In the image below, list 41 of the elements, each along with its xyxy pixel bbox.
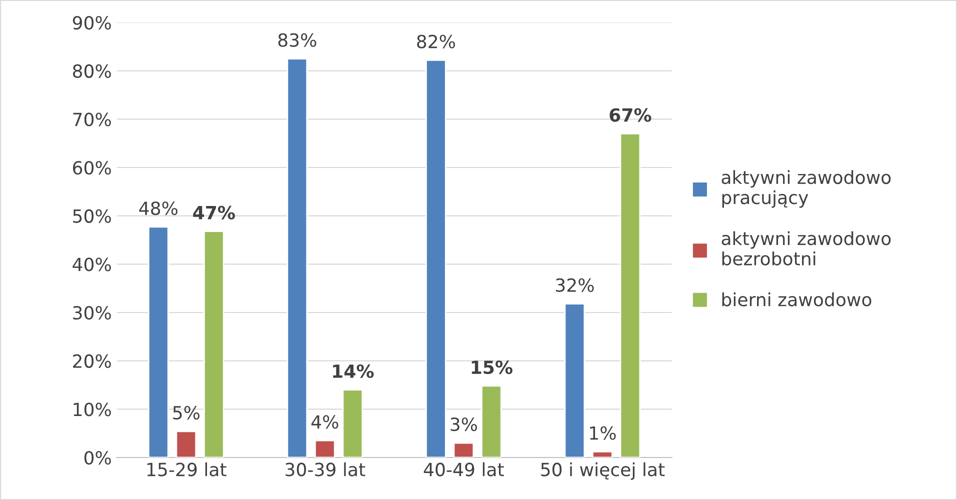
y-tick-label: 80% bbox=[72, 64, 111, 78]
y-tick-label: 10% bbox=[74, 402, 111, 416]
legend-label: aktywni zawodowo bezrobotni bbox=[722, 231, 891, 266]
data-label: 5% bbox=[173, 406, 200, 420]
y-tick-label: 60% bbox=[73, 160, 111, 175]
data-label: 4% bbox=[311, 415, 338, 429]
data-label: 3% bbox=[450, 418, 477, 432]
bar bbox=[314, 440, 336, 458]
legend-label: bierni zawodowo bbox=[722, 292, 872, 306]
y-tick-label: 30% bbox=[73, 306, 111, 320]
bar bbox=[564, 303, 586, 458]
data-label: 14% bbox=[333, 364, 374, 378]
bar bbox=[620, 132, 641, 458]
bar bbox=[286, 58, 308, 458]
y-tick-label: 20% bbox=[73, 354, 111, 368]
bar bbox=[148, 226, 169, 458]
bar bbox=[203, 230, 224, 458]
x-tick-label: 40-49 lat bbox=[424, 462, 504, 476]
y-tick-label: 50% bbox=[73, 209, 111, 223]
x-tick-label: 15-29 lat bbox=[147, 462, 226, 476]
data-label: 82% bbox=[417, 34, 455, 48]
data-label: 1% bbox=[590, 426, 616, 440]
data-label: 15% bbox=[472, 360, 512, 374]
data-label: 47% bbox=[193, 206, 235, 220]
data-label: 48% bbox=[139, 201, 178, 216]
bar bbox=[342, 389, 364, 458]
x-tick-label: 50 i więcej lat bbox=[541, 462, 665, 480]
bar bbox=[592, 451, 613, 458]
y-tick-label: 0% bbox=[84, 450, 111, 465]
legend-label: aktywni zawodowo pracujący bbox=[722, 170, 891, 208]
y-tick-label: 40% bbox=[72, 258, 111, 272]
x-tick-label: 30-39 lat bbox=[286, 462, 366, 476]
bar bbox=[176, 430, 197, 458]
y-tick-label: 70% bbox=[73, 112, 111, 126]
bar bbox=[426, 60, 446, 458]
bar bbox=[481, 385, 502, 458]
data-label: 83% bbox=[278, 33, 316, 47]
data-label: 32% bbox=[556, 278, 594, 292]
y-tick-label: 90% bbox=[72, 16, 111, 30]
bar bbox=[453, 442, 474, 458]
data-label: 67% bbox=[610, 108, 652, 122]
